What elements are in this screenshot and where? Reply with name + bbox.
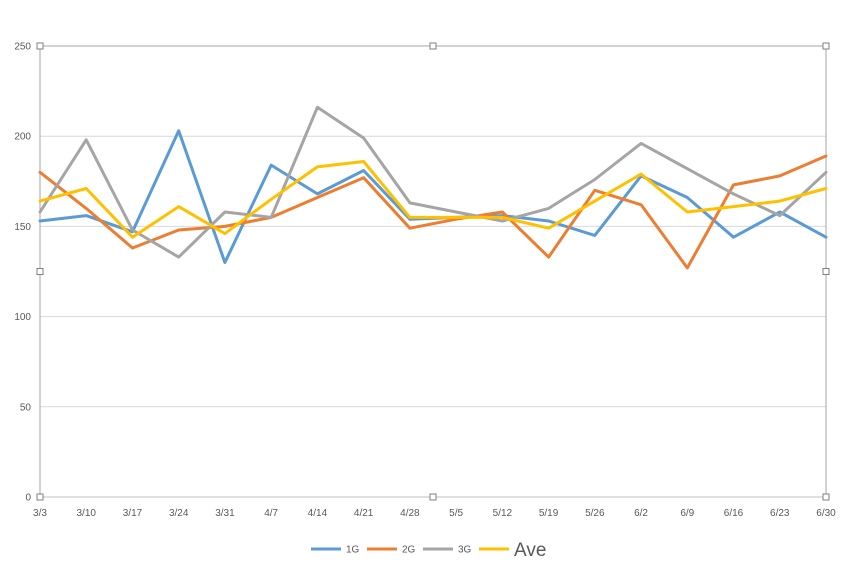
x-tick-label-3-24: 3/24: [169, 508, 189, 519]
legend-label-3g: 3G: [458, 545, 472, 556]
x-tick-label-6-2: 6/2: [634, 508, 648, 519]
x-tick-label-3-10: 3/10: [77, 508, 97, 519]
x-tick-label-6-30: 6/30: [816, 508, 836, 519]
series-line-3g: [38, 105, 828, 259]
x-tick-label-6-16: 6/16: [724, 508, 744, 519]
resize-handle-0[interactable]: [36, 42, 44, 50]
resize-handle-3[interactable]: [36, 268, 44, 275]
x-tick-label-6-9: 6/9: [680, 508, 694, 519]
x-tick-label-4-28: 4/28: [400, 508, 420, 519]
legend-label-2g: 2G: [402, 545, 416, 556]
x-tick-label-4-7: 4/7: [264, 508, 278, 519]
series-line-2g: [38, 154, 828, 270]
y-tick-label-200: 200: [14, 132, 31, 143]
x-tick-label-5-5: 5/5: [449, 508, 463, 519]
y-tick-labels: 0 50 100 150 200 250: [14, 42, 31, 504]
resize-handle-5[interactable]: [36, 493, 44, 501]
x-tick-label-3-17: 3/17: [123, 508, 143, 519]
resize-handle-7[interactable]: [822, 493, 830, 501]
series-lines: [38, 105, 828, 270]
gridlines: [40, 45, 826, 408]
x-tick-label-5-26: 5/26: [585, 508, 605, 519]
plot-area-border: [39, 45, 827, 498]
selection-handles[interactable]: [36, 42, 830, 501]
resize-handle-2[interactable]: [822, 42, 830, 50]
resize-handle-1[interactable]: [429, 42, 437, 50]
series-line-1g: [38, 129, 828, 264]
y-tick-label-100: 100: [14, 312, 31, 323]
series-line-ave: [38, 160, 828, 239]
axes: [39, 45, 827, 498]
x-tick-label-3-31: 3/31: [215, 508, 235, 519]
x-tick-label-5-12: 5/12: [493, 508, 513, 519]
legend-label-ave: Ave: [514, 540, 546, 561]
resize-handle-4[interactable]: [822, 268, 830, 275]
legend-label-1g: 1G: [346, 545, 360, 556]
y-tick-label-50: 50: [20, 402, 32, 413]
x-tick-label-3-3: 3/3: [33, 508, 47, 519]
x-tick-labels: 3/3 3/10 3/17 3/24 3/31 4/7 4/14 4/21 4/28 5/5 5/1…: [33, 508, 836, 519]
y-tick-label-150: 150: [14, 222, 31, 233]
x-tick-label-4-14: 4/14: [308, 508, 328, 519]
x-tick-label-6-23: 6/23: [770, 508, 790, 519]
y-tick-label-250: 250: [14, 42, 31, 53]
x-tick-label-5-19: 5/19: [539, 508, 559, 519]
resize-handle-6[interactable]: [429, 493, 437, 501]
legend: 1G 2G 3G Ave: [311, 540, 546, 561]
y-tick-label-0: 0: [25, 493, 31, 504]
x-tick-label-4-21: 4/21: [354, 508, 374, 519]
